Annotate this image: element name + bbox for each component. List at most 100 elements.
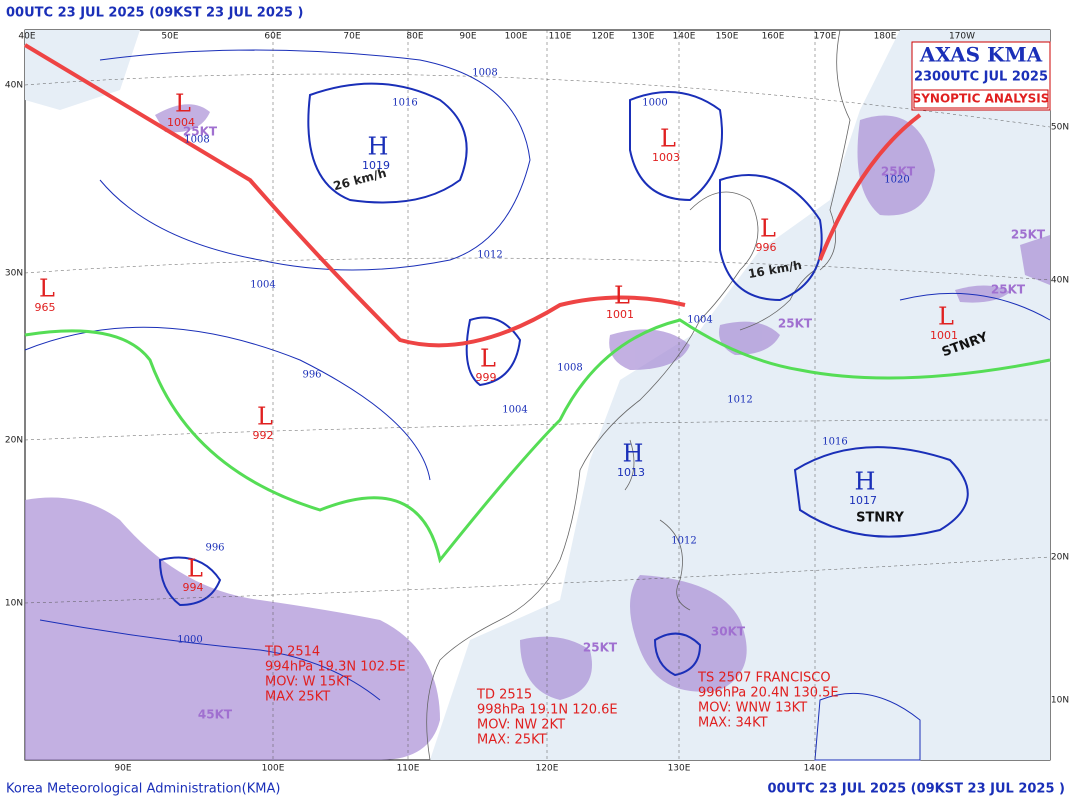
longitude-label: 70E: [343, 32, 360, 42]
longitude-label: 60E: [264, 32, 281, 42]
pressure-center: L: [187, 555, 203, 583]
storm-info: 996hPa 20.4N 130.5E: [698, 686, 839, 701]
pressure-center: H: [368, 133, 389, 161]
wind-label: 25KT: [881, 165, 916, 179]
longitude-label: 50E: [161, 32, 178, 42]
storm-info: MOV: W 15KT: [265, 675, 352, 690]
latitude-label: 20N: [5, 436, 23, 446]
isobar-label: 1008: [472, 68, 497, 79]
longitude-label: 160E: [762, 32, 785, 42]
latitude-label: 10N: [1051, 696, 1069, 706]
wind-label: 25KT: [778, 317, 813, 331]
isobar-label: 1012: [671, 536, 696, 547]
pressure-value: 1001: [930, 329, 958, 342]
pressure-value: 1013: [617, 466, 645, 479]
pressure-center: L: [614, 282, 630, 310]
longitude-label: 140E: [673, 32, 696, 42]
isobar-label: 1020: [884, 175, 909, 186]
pressure-center: L: [175, 90, 191, 118]
pressure-value: 965: [35, 301, 56, 314]
storm-info: 998hPa 19.1N 120.6E: [477, 703, 618, 718]
longitude-label: 40E: [18, 32, 35, 42]
pressure-center: L: [760, 215, 776, 243]
storm-info: MAX: 25KT: [477, 733, 547, 748]
footer-left: Korea Meteorological Administration(KMA): [6, 782, 280, 797]
longitude-label: 110E: [397, 764, 420, 774]
wind-label: 25KT: [183, 125, 218, 139]
pressure-value: 999: [476, 371, 497, 384]
latitude-label: 50N: [1051, 123, 1069, 133]
pressure-value: 996: [756, 241, 777, 254]
wind-label: 25KT: [991, 283, 1026, 297]
pressure-value: 1017: [849, 494, 877, 507]
latitude-label: 40N: [1051, 276, 1069, 286]
isobar-label: 1016: [822, 437, 847, 448]
storm-info: MOV: WNW 13KT: [698, 701, 807, 716]
pressure-center: H: [623, 440, 644, 468]
isobar-label: 1004: [250, 280, 275, 291]
pressure-value: 992: [253, 429, 274, 442]
analysis-box: [913, 89, 1049, 109]
storm-info: MOV: NW 2KT: [477, 718, 565, 733]
pressure-center: L: [660, 125, 676, 153]
latitude-label: 20N: [1051, 553, 1069, 563]
title: AXAS KMA: [919, 43, 1043, 67]
pressure-center: L: [39, 275, 55, 303]
longitude-label: 120E: [536, 764, 559, 774]
pressure-center: H: [855, 468, 876, 496]
latitude-label: 10N: [5, 599, 23, 609]
pressure-center: L: [480, 345, 496, 373]
fronts: [23, 43, 1051, 564]
latitude-label: 30N: [5, 269, 23, 279]
isobar-label: 1016: [392, 98, 417, 109]
isobar-label: 1004: [687, 315, 712, 326]
latitude-label: 40N: [5, 81, 23, 91]
subtitle: 2300UTC JUL 2025: [914, 70, 1048, 85]
longitude-label: 90E: [114, 764, 131, 774]
isobar-label: 1000: [642, 98, 667, 109]
isobar-label: 1000: [177, 635, 202, 646]
storm-info: MAX 25KT: [265, 690, 330, 705]
longitude-label: 170W: [949, 32, 975, 42]
longitude-label: 110E: [549, 32, 572, 42]
wind-label: 45KT: [198, 708, 233, 722]
longitude-label: 140E: [804, 764, 827, 774]
pressure-value: 1019: [362, 159, 390, 172]
pressure-value: 1003: [652, 151, 680, 164]
isobar-label: 1008: [184, 135, 209, 146]
analysis-label: SYNOPTIC ANALYSIS: [913, 92, 1050, 106]
wind-label: 30KT: [711, 625, 746, 639]
longitude-label: 130E: [668, 764, 691, 774]
pressure-center: L: [938, 303, 954, 331]
coastlines: [426, 29, 851, 761]
grid: [24, 30, 1051, 760]
longitude-label: 100E: [262, 764, 285, 774]
header: 00UTC 23 JUL 2025 (09KST 23 JUL 2025 ): [6, 6, 303, 21]
isobar-label: 1012: [727, 395, 752, 406]
longitude-label: 80E: [406, 32, 423, 42]
isobar-label: 996: [205, 543, 224, 554]
storm-info: TD 2515: [476, 688, 532, 703]
footer-right: 00UTC 23 JUL 2025 (09KST 23 JUL 2025 ): [768, 782, 1065, 797]
longitude-label: 120E: [592, 32, 615, 42]
storm-info: MAX: 34KT: [698, 716, 768, 731]
longitude-label: 150E: [716, 32, 739, 42]
longitude-label: 90E: [459, 32, 476, 42]
isobar-label: 1012: [477, 250, 502, 261]
longitude-label: 100E: [505, 32, 528, 42]
wind-label: 25KT: [583, 641, 618, 655]
isobar-label: 996: [302, 370, 321, 381]
storm-info: TS 2507 FRANCISCO: [697, 671, 831, 686]
pressure-value: 994: [183, 581, 204, 594]
longitude-label: 130E: [632, 32, 655, 42]
isobar-label: 1008: [557, 363, 582, 374]
longitude-label: 180E: [874, 32, 897, 42]
wind-label: 25KT: [1011, 228, 1046, 242]
pressure-center: L: [257, 403, 273, 431]
storm-info: 994hPa 19.3N 102.5E: [265, 660, 406, 675]
pressure-value: 1001: [606, 308, 634, 321]
front-label: STNRY: [856, 511, 904, 526]
isobar-label: 1004: [502, 405, 527, 416]
pressure-value: 1004: [167, 116, 195, 129]
